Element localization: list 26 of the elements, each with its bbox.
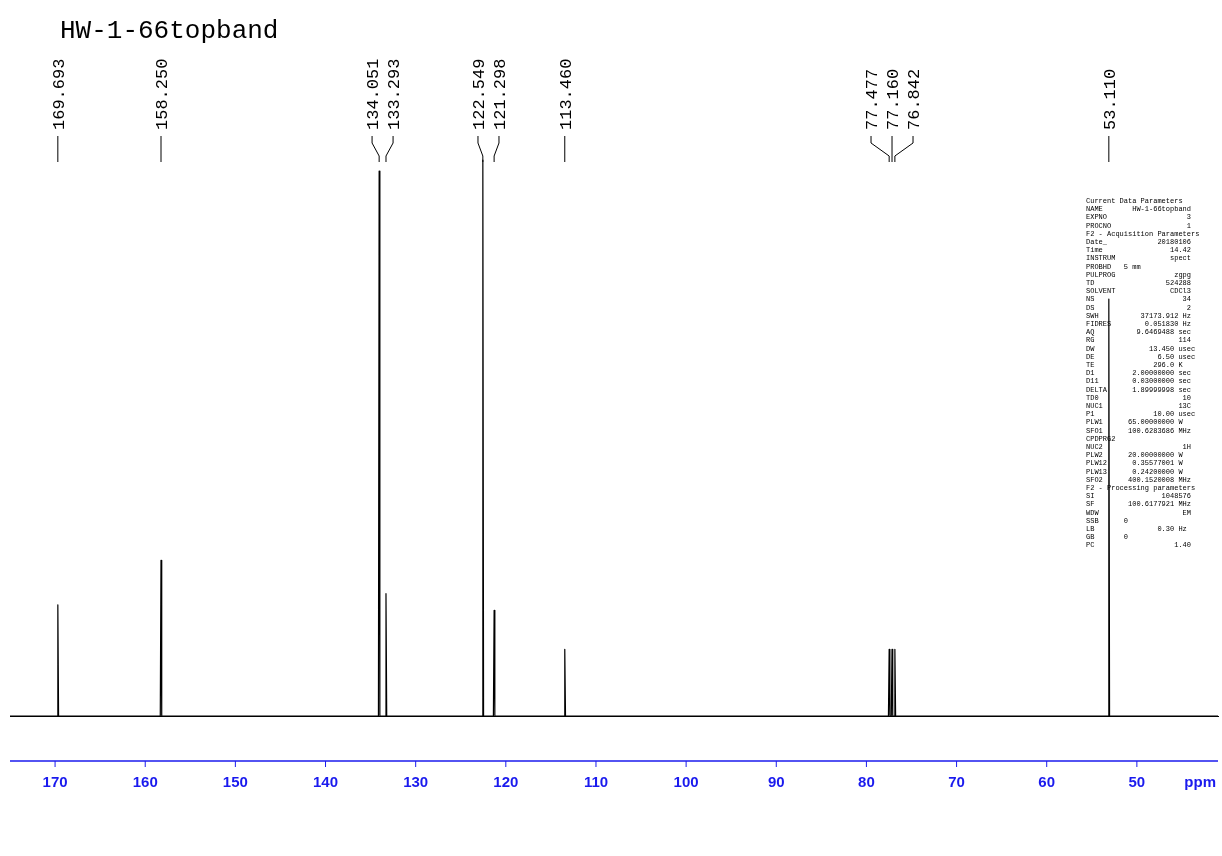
x-tick-label: 130	[403, 773, 429, 791]
annotation: 122.549	[469, 58, 489, 130]
x-tick-label: 80	[858, 773, 875, 791]
x-tick-label: 170	[42, 773, 68, 791]
annotation: 77.160	[884, 68, 904, 130]
x-tick-label: 70	[948, 773, 965, 791]
x-tick-label: 90	[767, 773, 785, 791]
annotation: 113.460	[556, 58, 576, 130]
annotation: 53.110	[1100, 68, 1120, 130]
annotation: 169.693	[49, 58, 69, 130]
annotation: 158.250	[153, 58, 172, 130]
annotation: 134.051	[364, 58, 384, 130]
x-tick-label: 120	[493, 773, 519, 791]
x-tick-label: 140	[313, 773, 339, 791]
x-tick-label: 110	[583, 773, 609, 791]
x-tick-label: 150	[222, 773, 248, 791]
x-tick-label: 60	[1038, 773, 1056, 791]
annotation: 76.842	[905, 68, 925, 130]
x-tick-label: 100	[673, 773, 699, 791]
x-tick-label: 50	[1128, 773, 1146, 791]
x-tick-label: 160	[132, 773, 158, 791]
x-axis-title: ppm	[1184, 772, 1216, 790]
chart-title: HW-1-66topband	[60, 16, 279, 46]
annotation: 133.293	[385, 58, 405, 130]
annotation: 77.477	[863, 68, 883, 130]
annotation: 121.298	[490, 58, 510, 130]
